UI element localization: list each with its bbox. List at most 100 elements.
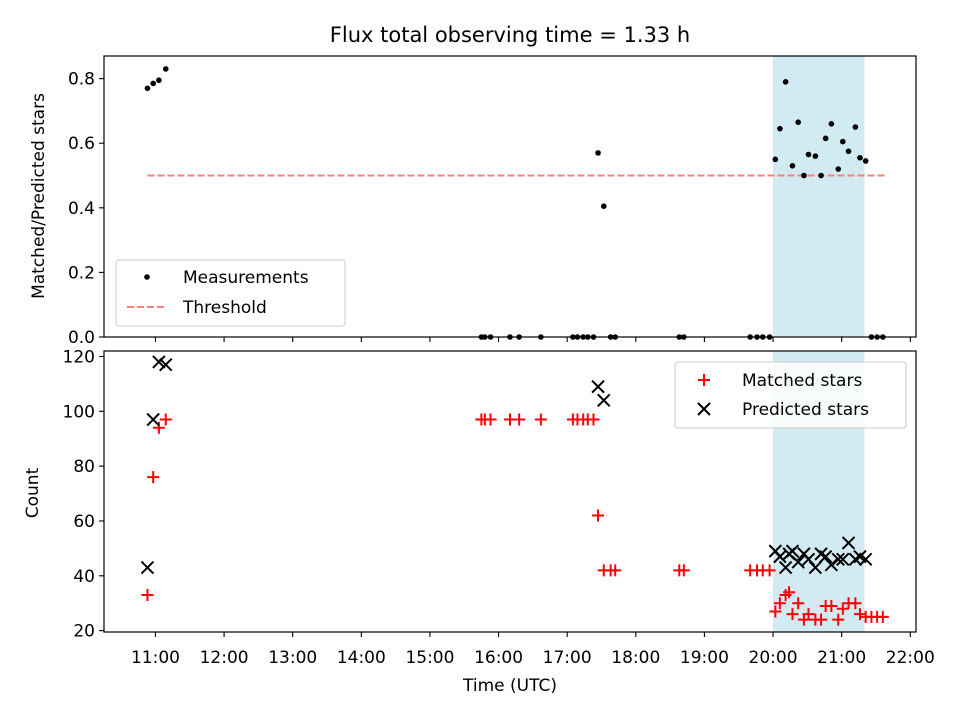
x-tick-label: 19:00 — [680, 648, 729, 668]
predicted-star-point — [159, 357, 173, 372]
bottom-panel-counts: 20 40 60 80 100 120 11:00 12:00 13:00 14:00 15:00… — [23, 347, 935, 696]
x-tick-label: 12:00 — [200, 648, 249, 668]
bottom-legend: Matched stars Predicted stars — [674, 361, 907, 429]
y-tick-label: 0.2 — [68, 263, 95, 283]
matched-star-point — [849, 597, 862, 610]
matched-star-point — [152, 421, 165, 434]
predicted-star-point — [146, 412, 160, 427]
y-tick-label: 0.8 — [68, 70, 95, 90]
matched-star-point — [786, 608, 799, 621]
measurement-point — [845, 148, 852, 155]
y-tick-label: 40 — [73, 567, 95, 587]
top-x-ticks — [154, 337, 911, 342]
y-tick-label: 20 — [73, 622, 95, 642]
legend-threshold-label: Threshold — [182, 298, 267, 318]
predicted-star-point — [778, 560, 793, 575]
measurement-point — [835, 166, 842, 172]
x-tick-label: 17:00 — [543, 648, 592, 668]
measurement-point — [150, 80, 156, 87]
measurement-point — [857, 154, 863, 161]
top-y-axis-label: Matched/Predicted stars — [29, 93, 49, 299]
predicted-star-point — [831, 552, 845, 567]
measurement-point — [828, 121, 835, 127]
y-tick-label: 120 — [63, 347, 95, 367]
measurement-point — [595, 150, 601, 156]
predicted-star-point — [591, 379, 605, 394]
measurement-point — [156, 77, 162, 84]
measurement-point — [144, 85, 151, 92]
legend-measurements-label: Measurements — [183, 268, 309, 288]
measurement-point — [772, 156, 779, 163]
predicted-star-point — [808, 560, 823, 575]
matched-star-point — [513, 413, 526, 426]
x-tick-label: 14:00 — [337, 648, 386, 668]
measurement-point — [862, 158, 869, 164]
measurement-point — [782, 79, 789, 85]
legend-predicted-label: Predicted stars — [742, 400, 869, 420]
predicted-star-point — [152, 355, 166, 369]
y-tick-label: 0.6 — [68, 134, 95, 154]
top-legend: Measurements Threshold — [115, 259, 346, 327]
top-panel-ratio: 0.00.20.40.60.8 Matched/Predicted stars … — [29, 55, 917, 348]
bottom-y-axis: 20 40 60 80 100 120 — [63, 347, 104, 642]
chart-title: Flux total observing time = 1.33 h — [330, 23, 690, 47]
predicted-star-point — [836, 552, 850, 567]
matched-star-point — [832, 613, 845, 626]
y-tick-label: 100 — [63, 402, 95, 422]
matched-star-point — [484, 413, 497, 426]
legend-matched-marker — [698, 374, 710, 386]
bottom-panel-frame — [103, 350, 917, 633]
top-y-axis: 0.0 0.2 0.4 0.6 0.8 — [68, 70, 104, 348]
matched-star-point — [763, 564, 776, 577]
measurement-point — [822, 135, 829, 142]
x-tick-label: 18:00 — [611, 648, 660, 668]
x-tick-label: 21:00 — [817, 648, 866, 668]
matched-star-point — [587, 413, 600, 426]
measurement-point — [801, 172, 807, 179]
measurement-point — [789, 163, 796, 169]
predicted-star-point — [858, 552, 873, 567]
matched-star-point — [769, 605, 782, 618]
y-tick-label: 80 — [73, 457, 95, 477]
measurement-point — [777, 125, 783, 132]
measurement-point — [818, 172, 824, 179]
predicted-star-point — [597, 393, 611, 408]
measurement-point — [852, 124, 859, 130]
measurement-point — [162, 66, 169, 72]
y-tick-label: 0.4 — [68, 199, 95, 219]
x-tick-label: 13:00 — [268, 648, 317, 668]
x-axis-label: Time (UTC) — [462, 676, 557, 696]
matched-star-point — [592, 509, 605, 522]
measurement-point — [812, 153, 819, 159]
matched-star-point — [609, 564, 622, 577]
measurement-point — [795, 119, 802, 126]
x-tick-label: 20:00 — [749, 648, 798, 668]
predicted-star-point — [841, 536, 856, 550]
top-legend-box — [115, 259, 346, 327]
matched-star-point — [836, 602, 849, 615]
legend-measurements-marker — [144, 274, 150, 280]
x-tick-label: 11:00 — [131, 648, 180, 668]
predicted-star-point — [140, 560, 155, 575]
predicted-star-point — [773, 549, 787, 564]
predicted-star-point — [818, 549, 833, 564]
y-tick-label: 0.0 — [68, 328, 95, 348]
predicted-star-point — [785, 544, 800, 558]
legend-matched-label: Matched stars — [742, 371, 862, 391]
matched-star-point — [783, 586, 796, 599]
y-tick-label: 60 — [73, 512, 95, 532]
matched-star-point — [876, 610, 889, 623]
bottom-x-axis: 11:00 12:00 13:00 14:00 15:00 16:00 17:00 18:00… — [131, 632, 935, 668]
matched-star-point — [815, 613, 828, 626]
top-panel-frame — [103, 55, 917, 338]
matched-star-point — [792, 597, 805, 610]
matched-star-point — [773, 597, 786, 610]
measurement-point — [805, 151, 812, 158]
matched-star-point — [802, 608, 815, 621]
matched-star-point — [141, 588, 154, 601]
bottom-panel-marks — [140, 355, 889, 626]
matched-star-point — [677, 564, 690, 577]
matched-star-point — [853, 608, 866, 621]
x-tick-label: 16:00 — [474, 648, 523, 668]
